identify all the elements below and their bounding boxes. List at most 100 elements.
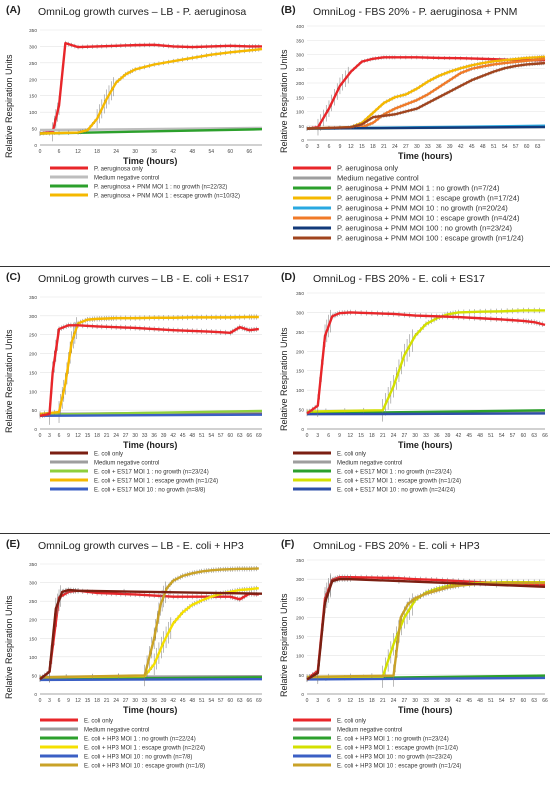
y-tick-label: 100 (296, 110, 304, 116)
series-line-0 (39, 41, 262, 135)
series-line-4 (39, 413, 263, 417)
x-tick-label: 9 (339, 144, 342, 150)
x-tick-label: 45 (466, 433, 472, 439)
y-tick-label: 350 (29, 295, 37, 301)
y-tick-label: 0 (34, 427, 37, 433)
x-tick-label: 9 (67, 698, 70, 704)
x-tick-label: 15 (85, 698, 91, 704)
y-tick-label: 200 (296, 81, 304, 87)
series-line-2 (39, 409, 263, 416)
x-tick-label: 60 (521, 698, 527, 704)
x-tick-label: 15 (358, 698, 364, 704)
y-tick-label: 50 (32, 673, 38, 679)
legend-label: P. aeruginosa + PNM MOI 1 : escape growt… (94, 194, 240, 200)
series-line-3 (39, 315, 259, 416)
x-tick-label: 0 (39, 698, 42, 704)
x-tick-label: 42 (456, 433, 462, 439)
legend-label: E. coli only (337, 452, 366, 458)
x-tick-label: 18 (94, 433, 100, 439)
x-tick-label: 54 (208, 149, 214, 155)
row-divider-1 (0, 266, 550, 267)
x-tick-label: 30 (414, 144, 420, 150)
row-divider-2 (0, 533, 550, 534)
x-tick-label: 39 (447, 144, 453, 150)
x-tick-label: 54 (499, 698, 505, 704)
chart-title: OmniLog growth curves – LB - E. coli + H… (38, 540, 244, 552)
x-tick-label: 27 (123, 433, 129, 439)
x-tick-label: 42 (170, 149, 176, 155)
y-tick-label: 350 (296, 558, 304, 564)
panel-label: (B) (281, 4, 296, 16)
y-tick-label: 200 (29, 352, 37, 358)
y-tick-label: 100 (29, 655, 37, 661)
x-tick-label: 30 (412, 698, 418, 704)
y-tick-label: 400 (296, 24, 304, 30)
y-tick-label: 350 (29, 562, 37, 568)
legend-label: E. coli + ES17 MOI 1 : escape growth (n=… (337, 479, 461, 485)
legend-label: E. coli + ES17 MOI 10 : no growth (n=24/… (337, 488, 455, 494)
series-line-5 (39, 324, 259, 417)
x-tick-label: 66 (247, 698, 253, 704)
legend-label: E. coli + HP3 MOI 1 : escape growth (n=1… (337, 746, 458, 752)
x-tick-label: 51 (491, 144, 497, 150)
x-tick-label: 30 (132, 433, 138, 439)
x-tick-label: 21 (380, 433, 386, 439)
x-tick-label: 36 (151, 698, 157, 704)
x-axis-label: Time (hours) (123, 705, 178, 715)
legend-label: P. aeruginosa + PNM MOI 10 : no growth (… (337, 204, 508, 213)
x-tick-label: 69 (256, 698, 262, 704)
panel-label: (C) (6, 271, 21, 283)
panel-label: (D) (281, 271, 296, 283)
x-tick-label: 24 (391, 698, 397, 704)
y-tick-label: 100 (29, 389, 37, 395)
legend-label: P. aeruginosa + PNM MOI 1 : no growth (n… (94, 185, 227, 191)
x-tick-label: 18 (370, 144, 376, 150)
x-tick-label: 36 (434, 433, 440, 439)
x-tick-label: 42 (456, 698, 462, 704)
x-tick-label: 24 (113, 698, 119, 704)
panel-label: (A) (6, 4, 21, 16)
x-tick-label: 39 (161, 433, 167, 439)
y-tick-label: 100 (296, 654, 304, 660)
legend-label: E. coli + HP3 MOI 10 : no growth (n=7/8) (84, 755, 192, 761)
x-tick-label: 48 (189, 149, 195, 155)
legend-label: E. coli + HP3 MOI 1 : no growth (n=23/24… (337, 737, 449, 743)
chart-panel-c: (C) OmniLog growth curves – LB - E. coli … (0, 267, 275, 534)
x-tick-label: 63 (531, 433, 537, 439)
x-tick-label: 24 (113, 149, 119, 155)
chart-panel-b: (B) OmniLog - FBS 20% - P. aeruginosa + P… (275, 0, 550, 267)
chart-title: OmniLog growth curves – LB - E. coli + E… (38, 273, 249, 285)
x-tick-label: 63 (531, 698, 537, 704)
y-tick-label: 200 (296, 615, 304, 621)
x-tick-label: 51 (199, 698, 205, 704)
legend-label: E. coli + HP3 MOI 10 : no growth (n=23/2… (337, 755, 452, 761)
x-tick-label: 54 (208, 698, 214, 704)
x-tick-label: 51 (488, 698, 494, 704)
y-tick-label: 350 (296, 38, 304, 44)
series-line-7 (306, 61, 546, 130)
series-line-5 (306, 311, 546, 415)
x-tick-label: 15 (358, 433, 364, 439)
x-tick-label: 12 (348, 144, 354, 150)
x-axis-label: Time (hours) (398, 705, 453, 715)
x-tick-label: 57 (218, 433, 224, 439)
x-tick-label: 27 (403, 144, 409, 150)
panel-label: (F) (281, 538, 295, 550)
x-tick-label: 30 (132, 698, 138, 704)
y-tick-label: 150 (296, 95, 304, 101)
series-line-1 (39, 126, 263, 132)
x-tick-label: 6 (58, 698, 61, 704)
x-tick-label: 6 (327, 698, 330, 704)
x-tick-label: 33 (423, 698, 429, 704)
y-tick-label: 0 (301, 138, 304, 144)
x-tick-label: 33 (425, 144, 431, 150)
y-tick-label: 250 (29, 333, 37, 339)
y-tick-label: 150 (29, 636, 37, 642)
x-tick-label: 60 (228, 698, 234, 704)
x-tick-label: 57 (510, 433, 516, 439)
x-tick-label: 21 (104, 698, 110, 704)
x-tick-label: 15 (359, 144, 365, 150)
y-tick-label: 300 (29, 314, 37, 320)
